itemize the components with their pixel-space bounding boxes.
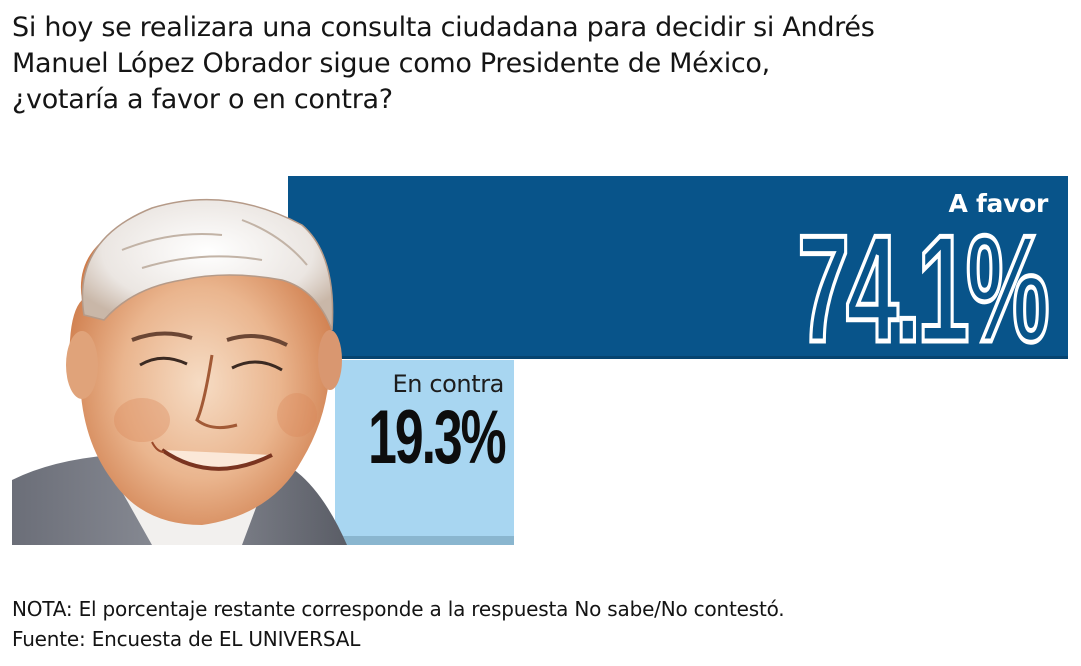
bar-en-contra: En contra 19.3% — [335, 360, 514, 545]
title-line-1: Si hoy se realizara una consulta ciudada… — [12, 12, 875, 43]
title-line-3: ¿votaría a favor o en contra? — [12, 84, 393, 115]
portrait-icon — [12, 198, 347, 545]
chart-title: Si hoy se realizara una consulta ciudada… — [12, 10, 1072, 118]
bar-en-contra-value: 19.3% — [367, 395, 506, 480]
title-line-2: Manuel López Obrador sigue como Presiden… — [12, 48, 770, 79]
bar-chart: A favor 74.1% En contra 19.3% — [0, 170, 1081, 560]
bar-a-favor-label: A favor — [948, 189, 1049, 218]
footnote: NOTA: El porcentaje restante corresponde… — [12, 597, 785, 621]
chart-footer: NOTA: El porcentaje restante corresponde… — [12, 594, 785, 654]
bar-a-favor: A favor 74.1% — [288, 176, 1068, 368]
source-note: Fuente: Encuesta de EL UNIVERSAL — [12, 627, 361, 651]
bar-en-contra-label: En contra — [392, 370, 505, 398]
portrait-illustration — [12, 180, 352, 545]
bar-a-favor-value: 74.1% — [796, 204, 1051, 374]
